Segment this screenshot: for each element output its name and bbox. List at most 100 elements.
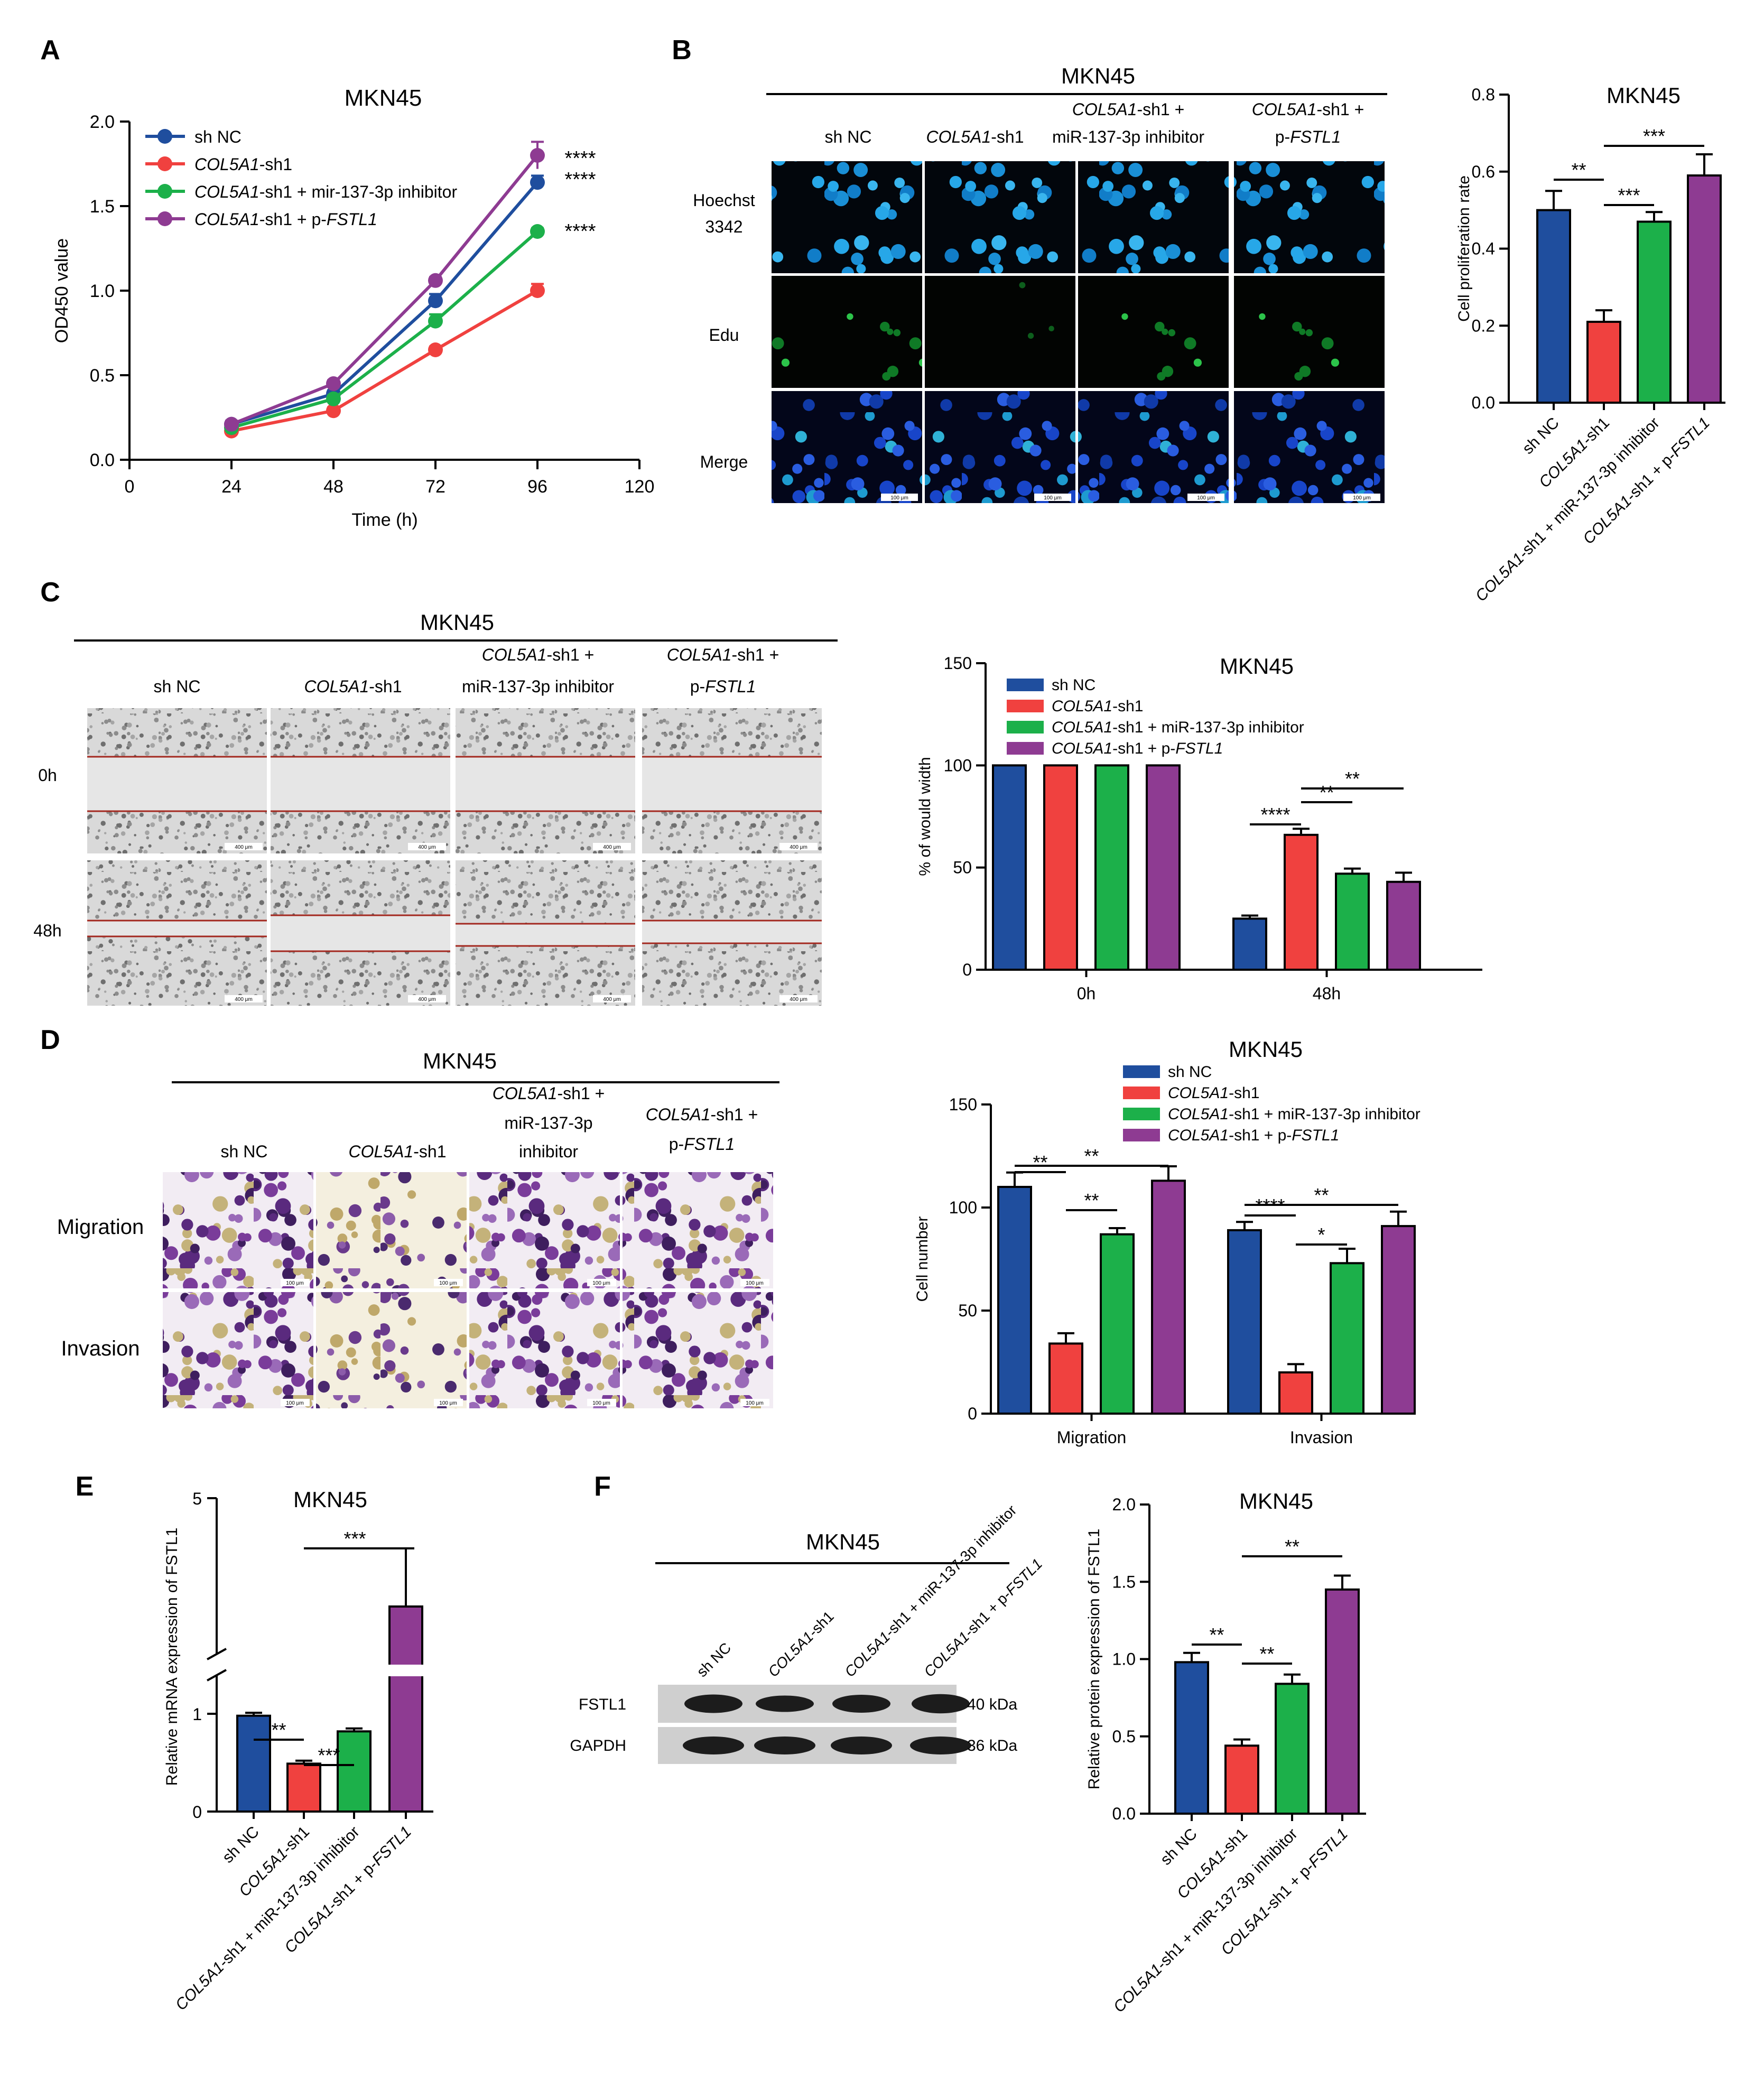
micrograph-B-r1-c3 bbox=[1234, 276, 1385, 388]
scale-bar-label-B: 100 μm bbox=[1197, 495, 1215, 501]
panel-letter-F: F bbox=[594, 1471, 611, 1502]
panel-D-col-pf-l2-part: p- bbox=[669, 1135, 684, 1154]
scale-bar-label-D: 100 μm bbox=[286, 1280, 304, 1286]
scale-bar-D bbox=[587, 1279, 616, 1286]
chart-A-xtick-label: 96 bbox=[527, 477, 547, 497]
panel-B-col-pf-l1-part: COL5A1 bbox=[1252, 100, 1317, 119]
chart-D-legend-swatch-3 bbox=[1123, 1129, 1160, 1141]
chart-B-bar-0 bbox=[1536, 209, 1571, 404]
chart-A-legend-dot-0 bbox=[157, 129, 172, 144]
scale-bar-D bbox=[434, 1279, 463, 1286]
chart-C-bar-0-0 bbox=[992, 764, 1027, 971]
panel-D-col-pf-l2-part: FSTL1 bbox=[684, 1135, 735, 1154]
chart-D-legend-label-3: COL5A1-sh1 + p-FSTL1 bbox=[1168, 1127, 1339, 1144]
chart-A-point bbox=[326, 376, 341, 391]
western-lane-label-2-part: -sh1 + miR-137-3p inhibitor bbox=[881, 1502, 1019, 1640]
chart-F-xtick-label-3-part: FSTL1 bbox=[1305, 1825, 1351, 1871]
chart-B-sig-2-stars: *** bbox=[1618, 184, 1640, 206]
chart-B-ylabel: Cell proliferation rate bbox=[1455, 175, 1473, 322]
chart-A-point bbox=[428, 342, 443, 357]
panel-B-cell-line: MKN45 bbox=[1061, 63, 1135, 88]
chart-F-ytick-label: 2.0 bbox=[1112, 1495, 1136, 1514]
western-lane-label-3-part: COL5A1 bbox=[921, 1628, 972, 1680]
panel-D-col-pf-l1-part: COL5A1 bbox=[646, 1105, 711, 1124]
chart-D-bar-0-0 bbox=[997, 1186, 1032, 1415]
chart-C-ytick-label: 50 bbox=[953, 858, 972, 877]
panel-C-col-pf-l2-part: p- bbox=[690, 677, 705, 696]
chart-C-sig-1-stars: **** bbox=[1260, 804, 1290, 825]
chart-D-sig-6-stars: * bbox=[1317, 1224, 1325, 1246]
panel-D-col-inh-l1-part: -sh1 + bbox=[557, 1084, 605, 1103]
chart-C-ylabel: % of would width bbox=[916, 757, 934, 876]
chart-C-bar-1-1 bbox=[1284, 833, 1319, 971]
western-title: MKN45 bbox=[806, 1529, 880, 1554]
chart-C-legend-label-2-part: -sh1 + miR-137-3p inhibitor bbox=[1112, 719, 1304, 736]
scale-bar-label-D: 100 μm bbox=[592, 1400, 610, 1406]
chart-E-ytick-label: 1 bbox=[192, 1705, 202, 1724]
chart-D-ytick-label: 150 bbox=[949, 1095, 977, 1114]
micrograph-B-r2-c0 bbox=[772, 391, 922, 503]
chart-A-series-line-1 bbox=[231, 289, 539, 433]
scale-bar-label-B: 100 μm bbox=[1044, 495, 1062, 501]
western-lane-label-1: COL5A1-sh1 bbox=[765, 1608, 837, 1680]
panel-C-col-pf-l1-part: COL5A1 bbox=[667, 645, 732, 664]
chart-A-sig-2: **** bbox=[564, 169, 596, 191]
chart-F: MKN45 0.0 0.5 1.0 1.5 2.0 Relative protein exp… bbox=[1085, 1489, 1366, 2016]
chart-C-legend-label-0: sh NC bbox=[1052, 676, 1095, 694]
micrograph-B-r1-c1 bbox=[925, 276, 1075, 388]
chart-C-legend-label-3-part: COL5A1 bbox=[1052, 740, 1112, 757]
micrograph-B-r2-c3 bbox=[1234, 391, 1385, 503]
chart-D-sig-1-stars: ** bbox=[1033, 1152, 1047, 1173]
chart-A-ytick-label: 0.5 bbox=[90, 366, 115, 386]
scale-bar-C bbox=[225, 843, 263, 850]
chart-F-sig-3-stars: ** bbox=[1285, 1536, 1299, 1557]
western-band-fstl1 bbox=[684, 1694, 742, 1713]
panel-C-col-pf-l2-part: FSTL1 bbox=[705, 677, 756, 696]
chart-F-ytick-label: 0.5 bbox=[1112, 1727, 1136, 1746]
panel-C-col-sh1-part: COL5A1 bbox=[304, 677, 369, 696]
chart-C-bar-0-2 bbox=[1094, 764, 1129, 971]
chart-D-legend-label-1-part: COL5A1 bbox=[1168, 1084, 1229, 1102]
scale-bar-label-D: 100 μm bbox=[286, 1400, 304, 1406]
chart-D-sig-3-stars: ** bbox=[1084, 1190, 1099, 1211]
chart-A-sig-1: **** bbox=[564, 147, 596, 170]
chart-D-legend-swatch-0 bbox=[1123, 1065, 1160, 1078]
chart-C-bar-0-3 bbox=[1146, 764, 1181, 971]
chart-A-point bbox=[428, 313, 443, 329]
chart-A-legend-dot-3 bbox=[157, 211, 172, 226]
scale-bar-D bbox=[587, 1399, 616, 1406]
western-label-gapdh: GAPDH bbox=[570, 1737, 626, 1754]
chart-D-xtick-label-0: Migration bbox=[1057, 1428, 1127, 1447]
chart-A-legend-label-3-part: FSTL1 bbox=[327, 210, 377, 229]
chart-A-xtick-label: 48 bbox=[323, 477, 343, 497]
chart-F-bar-1 bbox=[1224, 1744, 1259, 1815]
micrograph-B-r0-c0 bbox=[772, 161, 922, 273]
chart-E-title: MKN45 bbox=[293, 1487, 367, 1512]
chart-E-bar-0 bbox=[236, 1714, 271, 1813]
chart-C-xtick-label-0: 0h bbox=[1077, 984, 1096, 1003]
panel-B-row-edu: Edu bbox=[709, 326, 739, 345]
chart-F-ylabel: Relative protein expression of FSTL1 bbox=[1085, 1529, 1103, 1790]
panel-B-col-sh1-part: -sh1 bbox=[991, 127, 1024, 146]
chart-A-legend-label-1: COL5A1-sh1 bbox=[194, 155, 292, 174]
chart-D-sig-2-stars: ** bbox=[1084, 1145, 1099, 1167]
wound-gap-C bbox=[642, 757, 822, 811]
wound-gap-C bbox=[456, 757, 635, 811]
chart-B-ytick-label: 0.6 bbox=[1472, 162, 1495, 181]
chart-C-title: MKN45 bbox=[1220, 654, 1294, 679]
scale-bar-label-D: 100 μm bbox=[592, 1280, 610, 1286]
scale-bar-label-C: 400 μm bbox=[790, 844, 807, 850]
chart-F-sig-1-stars: ** bbox=[1209, 1624, 1224, 1646]
panel-D-col-sh1: COL5A1-sh1 bbox=[349, 1142, 447, 1161]
chart-C-legend-label-3-part: FSTL1 bbox=[1175, 740, 1223, 757]
chart-E-bar-2 bbox=[337, 1730, 372, 1813]
chart-D-legend-swatch-2 bbox=[1123, 1108, 1160, 1120]
chart-C-legend-label-3: COL5A1-sh1 + p-FSTL1 bbox=[1052, 740, 1223, 757]
panel-C-col-pf-l1: COL5A1-sh1 + bbox=[667, 645, 779, 664]
panel-B-col-sh1: COL5A1-sh1 bbox=[926, 127, 1024, 146]
chart-A-ylabel: OD450 value bbox=[52, 238, 72, 343]
chart-C-bar-0-1 bbox=[1043, 764, 1078, 971]
panel-letter-B: B bbox=[672, 35, 692, 66]
